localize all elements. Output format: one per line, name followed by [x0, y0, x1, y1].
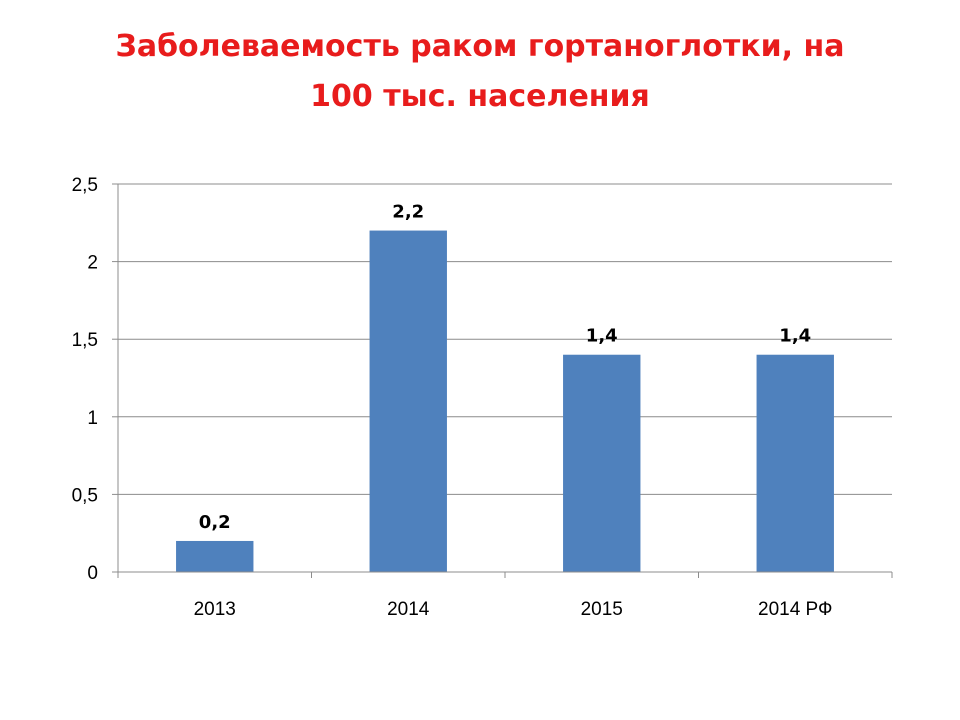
y-tick-label: 0: [87, 563, 98, 584]
bar-2014: [369, 230, 447, 572]
bar-2013: [176, 540, 254, 572]
bars: [176, 230, 834, 572]
bar-2014-рф: [756, 354, 834, 572]
x-tick-label: 2013: [194, 599, 236, 620]
y-tick-label: 1,5: [72, 330, 98, 351]
chart-title: Заболеваемость раком гортаноглотки, на 1…: [60, 22, 900, 122]
chart-title-line-1: Заболеваемость раком гортаноглотки, на: [115, 29, 845, 64]
y-tick-label: 1: [87, 408, 98, 429]
y-tick-label: 0,5: [72, 485, 98, 506]
x-tick-label: 2015: [581, 599, 623, 620]
bar-2015: [563, 354, 641, 572]
data-label: 1,4: [779, 326, 811, 347]
x-tick-label: 2014: [387, 599, 430, 620]
x-axis-tick-labels: 2013 2014 2015 2014 РФ: [194, 599, 833, 620]
axes: [112, 183, 893, 578]
data-labels: 0,2 2,2 1,4 1,4: [199, 202, 811, 533]
chart-title-line-2: 100 тыс. населения: [310, 79, 650, 114]
y-tick-label: 2: [87, 253, 98, 274]
data-label: 0,2: [199, 512, 231, 533]
y-axis-tick-labels: 0 0,5 1 1,5 2 2,5: [72, 175, 98, 584]
data-label: 1,4: [586, 326, 618, 347]
x-tick-label: 2014 РФ: [758, 599, 832, 620]
y-tick-label: 2,5: [72, 175, 98, 196]
data-label: 2,2: [392, 202, 424, 223]
